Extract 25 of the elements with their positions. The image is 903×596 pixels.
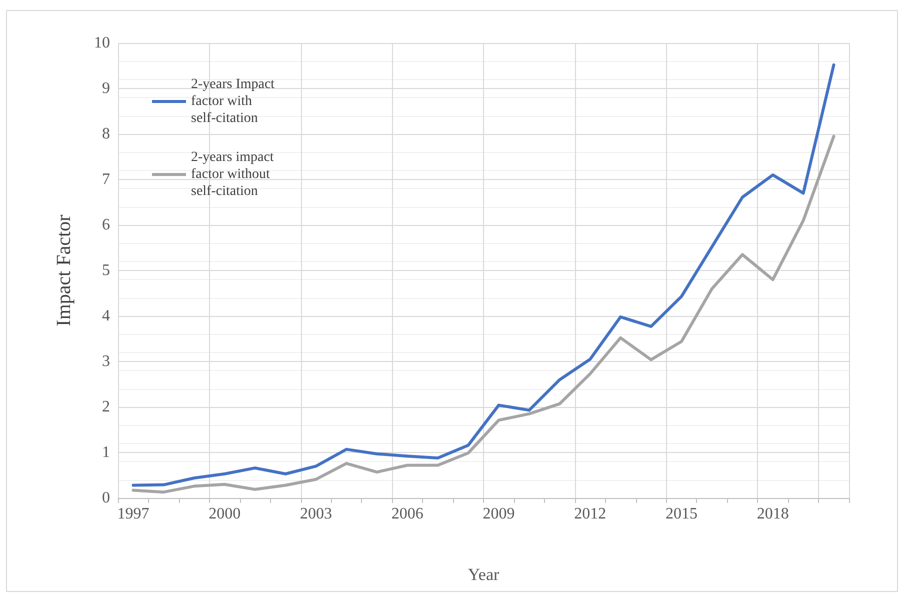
x-tick-label: 2015 <box>665 506 698 522</box>
y-tick-label: 9 <box>102 80 110 97</box>
x-tick-label: 2000 <box>208 506 241 522</box>
y-tick-label: 8 <box>102 126 110 142</box>
y-tick-label: 0 <box>102 490 110 506</box>
y-tick-label: 2 <box>102 398 110 416</box>
line-series <box>132 134 836 494</box>
x-tick-label: 2003 <box>300 506 332 522</box>
y-tick-label: 1 <box>102 444 110 461</box>
y-tick-label: 5 <box>102 262 110 279</box>
x-tick-label: 2009 <box>482 506 515 522</box>
y-tick-label: 3 <box>102 353 110 370</box>
x-tick-label: 1997 <box>117 506 150 522</box>
y-tick-label: 10 <box>94 34 110 52</box>
y-tick-label: 7 <box>102 171 110 188</box>
y-axis-title: Impact Factor <box>53 214 75 326</box>
y-tick-label: 6 <box>102 216 110 234</box>
legend-label: 2-years Impact factor with self-citation <box>191 77 275 126</box>
x-axis-title: Year <box>468 565 500 584</box>
x-tick-label: 2018 <box>756 506 789 522</box>
y-tick-label: 4 <box>102 308 110 324</box>
x-tick-label: 2006 <box>391 506 424 522</box>
legend-label: 2-years impact factor without self-citation <box>191 150 274 199</box>
line-series <box>132 63 836 487</box>
x-tick-label: 2012 <box>574 506 606 522</box>
